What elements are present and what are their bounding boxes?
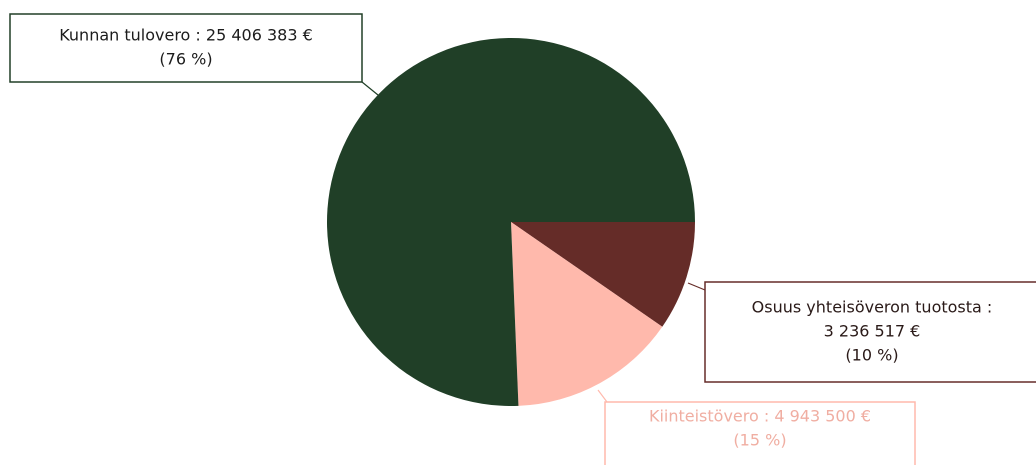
data-label: Kunnan tulovero : 25 406 383 €: [59, 26, 313, 45]
data-label: (15 %): [733, 431, 786, 450]
label-box: [9, 13, 363, 83]
pie-slice: [511, 222, 695, 327]
pie-slice: [327, 37, 695, 407]
data-label: Osuus yhteisöveron tuotosta :: [752, 298, 993, 317]
data-label: Kiinteistövero : 4 943 500 €: [649, 407, 871, 426]
data-label: (10 %): [845, 346, 898, 365]
label-box: [704, 281, 1036, 383]
leader-line: [361, 81, 379, 96]
data-label: (76 %): [159, 50, 212, 69]
pie-slice: [511, 222, 663, 406]
leader-line: [597, 389, 608, 403]
leader-line: [687, 282, 706, 291]
data-label: 3 236 517 €: [824, 322, 921, 341]
label-box: [604, 401, 916, 465]
